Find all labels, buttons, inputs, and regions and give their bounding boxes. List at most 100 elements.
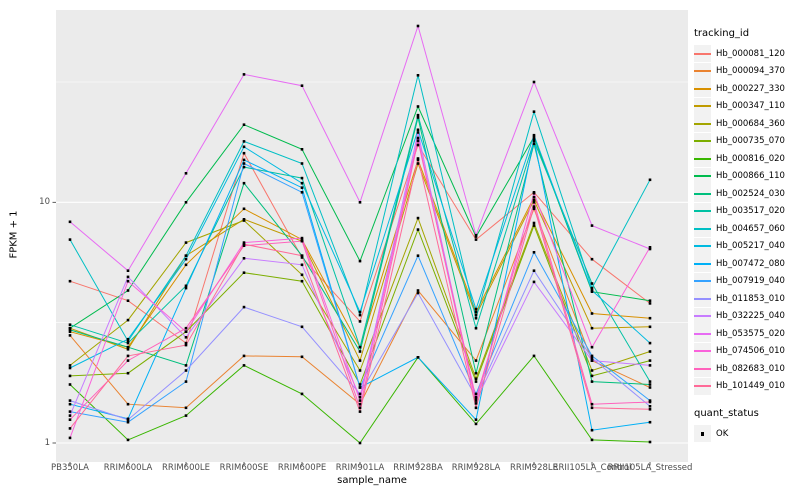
data-point: [474, 392, 478, 396]
data-point: [184, 284, 188, 288]
legend-label: Hb_082683_010: [716, 363, 785, 374]
legend-key: [694, 202, 711, 220]
x-tick-label: RRIM600LE: [162, 463, 210, 473]
x-tick-label: RRII105LA_Stressed: [607, 463, 693, 473]
data-point: [242, 244, 246, 247]
data-point: [590, 257, 594, 261]
data-point: [474, 399, 478, 402]
data-point: [416, 228, 420, 231]
x-tick-label: RRII105LA_Control: [552, 463, 632, 473]
data-point: [590, 438, 594, 442]
data-point: [648, 420, 652, 424]
data-point: [648, 350, 652, 353]
legend-key: [694, 167, 711, 185]
data-point: [648, 299, 652, 302]
data-point: [532, 251, 536, 254]
data-point: [300, 84, 304, 87]
data-point: [68, 220, 72, 224]
legend-item-Hb_101449_010: Hb_101449_010: [694, 377, 798, 396]
legend-key: [694, 360, 711, 378]
data-point: [648, 316, 652, 320]
data-point: [242, 162, 246, 165]
data-point: [68, 326, 72, 330]
legend-key: [694, 97, 711, 115]
line-swatch-icon: [694, 227, 711, 230]
data-point: [416, 289, 420, 292]
x-tick-label: RRIM600LA: [103, 463, 153, 473]
data-point: [590, 380, 594, 383]
data-point: [590, 374, 594, 378]
legend-label: Hb_011853_010: [716, 293, 785, 304]
legend-label: Hb_005217_040: [716, 241, 785, 252]
data-point: [590, 354, 594, 358]
data-point: [648, 246, 652, 249]
data-point: [242, 354, 246, 358]
data-point: [648, 383, 652, 386]
data-point: [242, 123, 246, 126]
data-point: [474, 316, 478, 320]
data-point: [242, 165, 246, 169]
data-point: [300, 325, 304, 329]
data-point: [300, 279, 304, 283]
data-point: [184, 330, 188, 333]
data-point: [126, 418, 130, 421]
data-point: [184, 326, 188, 330]
legend-key: [694, 290, 711, 308]
plot-panel: [56, 10, 688, 462]
data-point: [416, 113, 420, 117]
data-point: [300, 355, 304, 359]
data-point: [68, 410, 72, 413]
data-point: [416, 356, 420, 359]
data-point: [358, 395, 362, 399]
legend-key-quant: [694, 425, 711, 443]
data-point: [416, 74, 420, 77]
data-point: [648, 359, 652, 362]
data-point: [416, 143, 420, 147]
data-point: [648, 405, 652, 408]
data-point: [300, 148, 304, 151]
data-point: [68, 374, 72, 378]
data-point: [358, 402, 362, 406]
legend-item-quant-ok: OK: [694, 425, 798, 443]
x-tick-label: RRIM600SE: [219, 463, 269, 473]
x-tick-label: RRIM928BA: [393, 463, 443, 473]
data-point: [416, 105, 420, 108]
data-point: [184, 172, 188, 175]
legend-key: [694, 62, 711, 80]
data-point: [474, 326, 478, 330]
legend: tracking_id Hb_000081_120 Hb_000094_370 Hb…: [694, 28, 798, 443]
data-point: [126, 318, 130, 322]
data-point: [68, 330, 72, 333]
data-point: [590, 286, 594, 290]
line-swatch-icon: [694, 52, 711, 55]
legend-item-Hb_074506_010: Hb_074506_010: [694, 342, 798, 361]
legend-item-Hb_007472_080: Hb_007472_080: [694, 255, 798, 273]
data-point: [416, 128, 420, 132]
data-point: [590, 282, 594, 285]
data-point: [68, 328, 72, 332]
data-point: [68, 366, 72, 370]
data-point: [648, 247, 652, 251]
data-point: [126, 348, 130, 351]
data-point: [358, 406, 362, 410]
data-point: [184, 201, 188, 204]
data-point: [474, 310, 478, 314]
data-point: [300, 256, 304, 259]
legend-title-quant-status: quant_status: [694, 408, 759, 419]
data-point: [242, 242, 246, 246]
legend-label: Hb_000094_370: [716, 66, 785, 77]
data-point: [242, 181, 246, 185]
legend-item-Hb_002524_030: Hb_002524_030: [694, 185, 798, 203]
data-point: [416, 158, 420, 162]
data-point: [242, 207, 246, 211]
data-point: [532, 280, 536, 284]
data-point: [532, 142, 536, 146]
legend-key: [694, 150, 711, 168]
data-point: [532, 110, 536, 113]
legend-item-Hb_053575_020: Hb_053575_020: [694, 325, 798, 343]
data-point: [590, 359, 594, 362]
data-point: [126, 339, 130, 343]
data-point: [126, 279, 130, 283]
legend-key: [694, 115, 711, 133]
